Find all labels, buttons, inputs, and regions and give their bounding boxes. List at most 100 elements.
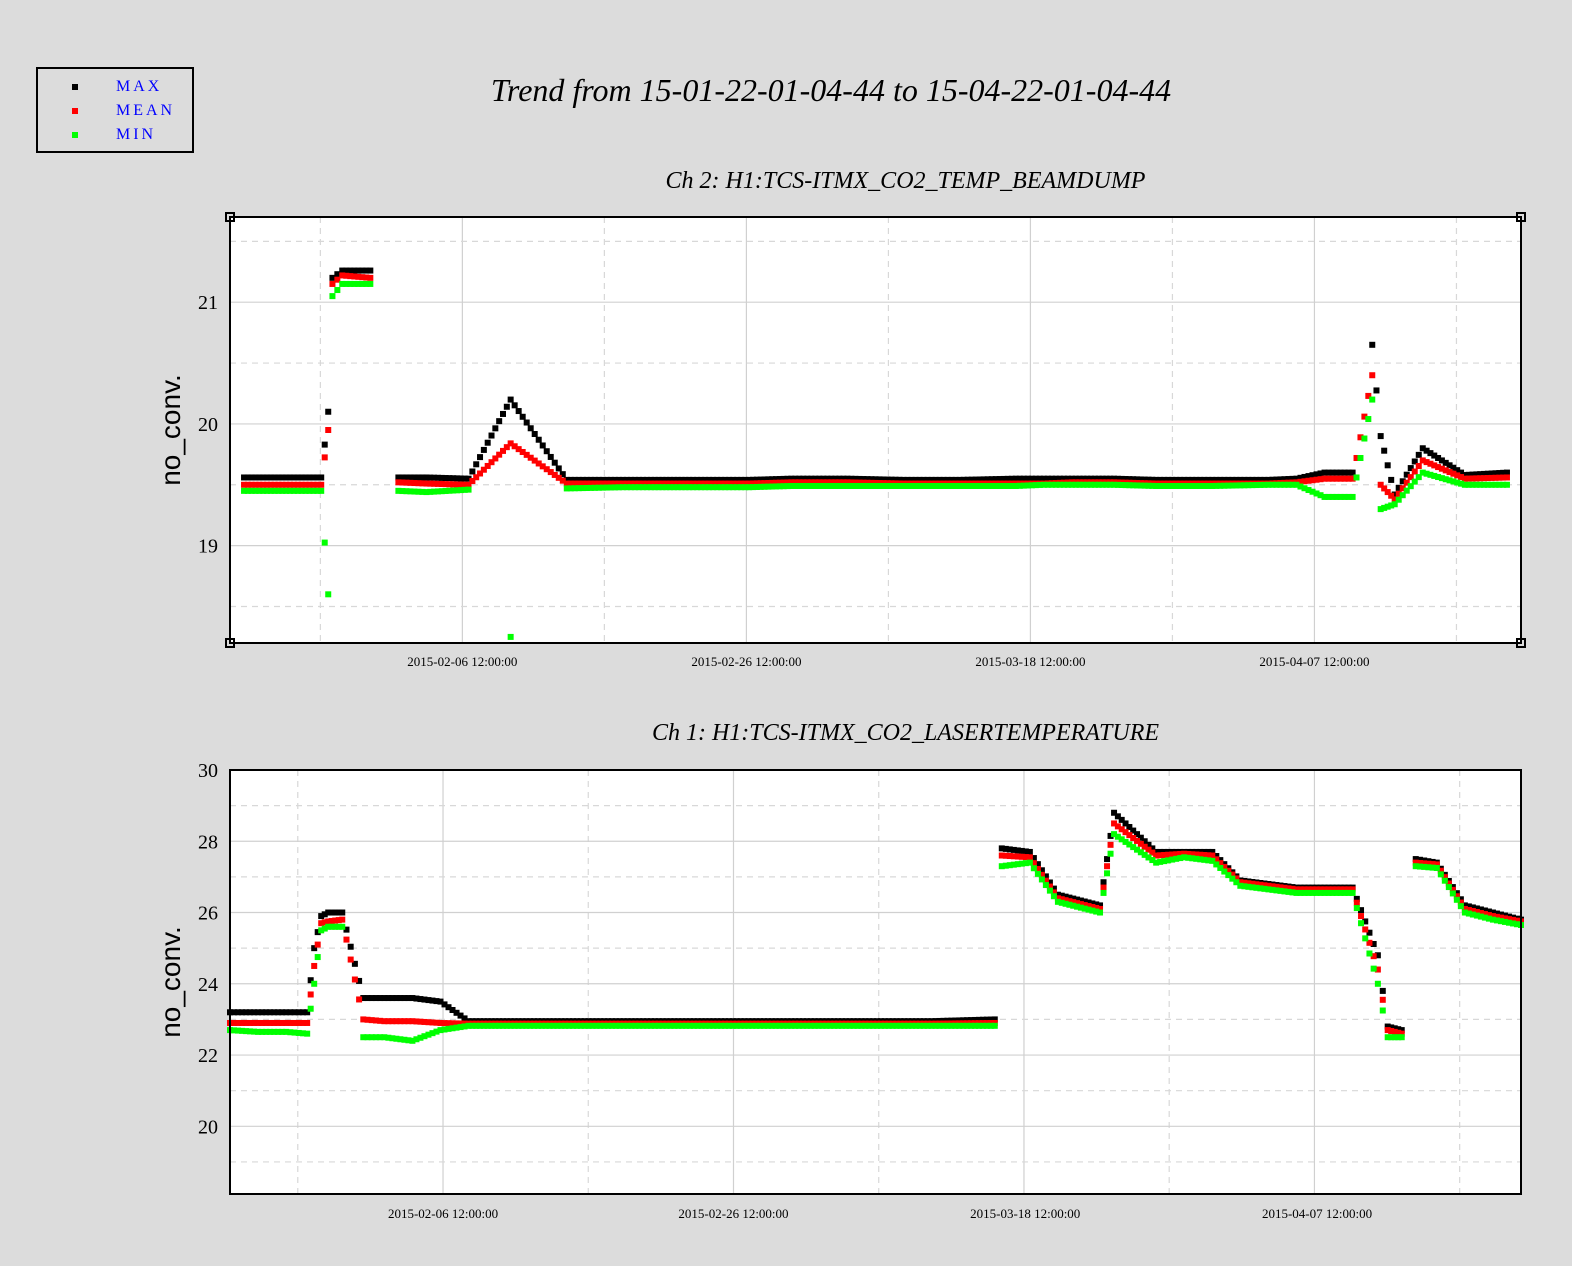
data-point-max (429, 997, 436, 1004)
data-point-min (924, 482, 931, 489)
data-point-mean (1362, 926, 1369, 933)
data-point-min (872, 482, 879, 489)
data-point-max (403, 474, 410, 481)
data-point-min (1453, 896, 1460, 903)
data-point-max (551, 459, 558, 466)
data-point-min (1289, 889, 1296, 896)
data-point-min (1165, 857, 1172, 864)
data-point-max (1229, 476, 1236, 483)
corner-handle (225, 638, 235, 648)
chart-title: Ch 1: H1:TCS-ITMX_CO2_LASERTEMPERATURE (652, 720, 1159, 746)
data-point-max (294, 474, 301, 481)
data-point-min (972, 1022, 979, 1029)
data-point-min (1249, 482, 1256, 489)
data-point-min (706, 1022, 713, 1029)
data-point-min (1379, 1007, 1386, 1014)
data-point-mean (450, 481, 457, 488)
data-point-max (1052, 475, 1059, 482)
data-point-min (605, 1022, 612, 1029)
data-point-mean (1423, 459, 1430, 466)
data-point-mean (235, 1019, 242, 1026)
data-point-mean (251, 1019, 258, 1026)
data-point-min (862, 1022, 869, 1029)
data-point-min (589, 1022, 596, 1029)
data-point-max (1391, 1025, 1398, 1032)
data-point-mean (1089, 904, 1096, 911)
data-point-max (563, 476, 570, 483)
data-point-max (722, 476, 729, 483)
data-point-mean (1077, 901, 1084, 908)
data-point-mean (1429, 861, 1436, 868)
data-point-max (442, 475, 449, 482)
data-point-max (445, 1004, 452, 1011)
data-point-mean (457, 1020, 464, 1027)
data-point-min (936, 1022, 943, 1029)
data-point-min (651, 484, 658, 491)
data-point-max (710, 476, 717, 483)
data-point-min (1072, 481, 1079, 488)
data-point-max (1388, 1024, 1395, 1031)
data-point-mean (1058, 896, 1065, 903)
data-point-min (964, 1022, 971, 1029)
data-point-max (325, 408, 332, 415)
data-point-min (667, 1022, 674, 1029)
data-point-mean (1492, 474, 1499, 481)
data-point-max (816, 475, 823, 482)
data-point-max (559, 471, 566, 478)
data-point-mean (836, 479, 843, 486)
data-point-min (1305, 889, 1312, 896)
data-point-max (948, 476, 955, 483)
data-point-max (244, 474, 251, 481)
data-point-min (1377, 506, 1384, 513)
data-point-max (876, 476, 883, 483)
data-point-mean (1209, 852, 1216, 859)
data-point-mean (1141, 843, 1148, 850)
data-point-mean (555, 474, 562, 481)
data-point-max (1477, 906, 1484, 913)
data-point-max (750, 476, 757, 483)
data-point-mean (413, 1018, 420, 1025)
data-point-mean (1489, 913, 1496, 920)
data-point-min (377, 1034, 384, 1041)
data-point-min (417, 1034, 424, 1041)
data-point-mean (1435, 464, 1442, 471)
data-point-min (772, 483, 779, 490)
data-point-min (1337, 493, 1344, 500)
data-point-max (812, 475, 819, 482)
data-point-min (585, 1022, 592, 1029)
data-point-max (1321, 469, 1328, 476)
data-point-min (1257, 481, 1264, 488)
data-point-min (480, 1022, 487, 1029)
data-point-mean (302, 481, 309, 488)
data-point-max (631, 476, 638, 483)
data-point-mean (663, 480, 670, 487)
data-point-mean (998, 852, 1005, 859)
data-point-max (1221, 476, 1228, 483)
data-point-mean (437, 1019, 444, 1026)
data-point-min (888, 482, 895, 489)
data-point-max (663, 476, 670, 483)
data-point-max (1091, 475, 1098, 482)
data-point-max (469, 468, 476, 475)
data-point-mean (421, 1018, 428, 1025)
data-point-min (827, 1022, 834, 1029)
data-point-min (248, 487, 255, 494)
data-point-min (852, 482, 859, 489)
data-point-max (347, 267, 354, 274)
data-point-max (1419, 445, 1426, 452)
data-point-max (457, 1012, 464, 1019)
data-point-min (271, 1028, 278, 1035)
data-point-min (507, 633, 514, 640)
data-point-max (1066, 894, 1073, 901)
data-point-max (283, 474, 290, 481)
data-point-min (1173, 855, 1180, 862)
data-point-min (738, 484, 745, 491)
legend-item-mean: MEAN (72, 102, 192, 122)
data-point-max (555, 465, 562, 472)
data-point-max (1081, 898, 1088, 905)
data-point-mean (1205, 852, 1212, 859)
data-point-min (283, 1028, 290, 1035)
data-point-mean (461, 481, 468, 488)
data-point-mean (651, 480, 658, 487)
data-point-max (1000, 475, 1007, 482)
